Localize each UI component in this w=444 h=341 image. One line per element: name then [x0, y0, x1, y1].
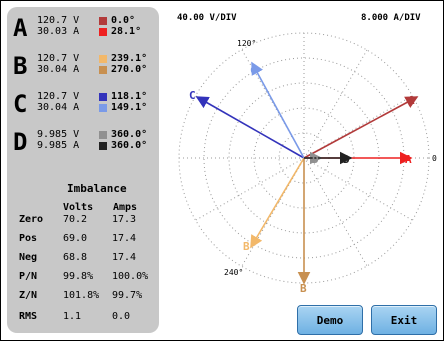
current-scale-label: 8.000 A/DIV — [361, 13, 421, 23]
vector-label-d-current: D — [343, 153, 350, 166]
vector-label-b-voltage: B — [243, 240, 250, 253]
vector-label-b-current: B — [300, 282, 307, 295]
imbalance-label: P/N — [19, 271, 38, 282]
current-angle: 28.1° — [111, 26, 142, 37]
phase-voltage: 120.7 V — [37, 15, 80, 26]
phasor-c-current — [251, 61, 305, 159]
voltage-color-swatch — [99, 55, 107, 63]
imbalance-volts: 69.0 — [63, 233, 88, 244]
phase-letter: D — [13, 128, 27, 156]
phase-current: 30.03 A — [37, 26, 80, 37]
imbalance-amps: 99.7% — [112, 290, 143, 301]
current-color-swatch — [99, 28, 107, 36]
vector-label-a-voltage: A — [408, 94, 415, 107]
phase-letter: A — [13, 14, 27, 42]
imbalance-volts: 68.8 — [63, 252, 88, 263]
voltage-angle: 360.0° — [111, 129, 148, 140]
current-color-swatch — [99, 142, 107, 150]
imbalance-volts: 101.8% — [63, 290, 100, 301]
voltage-angle: 239.1° — [111, 53, 148, 64]
imbalance-amps: 100.0% — [112, 271, 149, 282]
phase-voltage: 120.7 V — [37, 91, 80, 102]
imbalance-amps: 17.3 — [112, 214, 137, 225]
demo-button[interactable]: Demo — [297, 305, 363, 335]
exit-button[interactable]: Exit — [371, 305, 437, 335]
phase-letter: B — [13, 52, 27, 80]
imbalance-amps: 0.0 — [112, 311, 131, 322]
phase-current: 30.04 A — [37, 64, 80, 75]
voltage-scale-label: 40.00 V/DIV — [177, 13, 237, 23]
phase-current: 30.04 A — [37, 102, 80, 113]
vector-label-c-voltage: C — [189, 89, 196, 102]
vector-label-a-current: A — [405, 153, 412, 166]
voltage-angle: 118.1° — [111, 91, 148, 102]
imbalance-label: Z/N — [19, 290, 38, 301]
imbalance-label: Pos — [19, 233, 38, 244]
phase-voltage: 9.985 V — [37, 129, 80, 140]
imbalance-volts: 99.8% — [63, 271, 94, 282]
angle-label-120: 120° — [237, 39, 256, 48]
voltage-color-swatch — [99, 93, 107, 101]
imbalance-amps: 17.4 — [112, 252, 137, 263]
imbalance-amps-header: Amps — [113, 202, 138, 213]
current-angle: 360.0° — [111, 140, 148, 151]
current-angle: 270.0° — [111, 64, 148, 75]
phasor-b-voltage — [250, 157, 305, 249]
current-color-swatch — [99, 66, 107, 74]
phasor-diagram: A A C C B B D D 120° 240° 0 — [178, 32, 437, 295]
voltage-color-swatch — [99, 17, 107, 25]
vector-label-c-current: C — [250, 64, 257, 77]
phase-letter: C — [13, 90, 27, 118]
angle-label-240: 240° — [224, 268, 243, 277]
imbalance-amps: 17.4 — [112, 233, 137, 244]
vector-label-d-voltage: D — [312, 153, 319, 166]
current-color-swatch — [99, 104, 107, 112]
imbalance-volts-header: Volts — [63, 202, 94, 213]
phase-current: 9.985 A — [37, 140, 80, 151]
phase-voltage: 120.7 V — [37, 53, 80, 64]
imbalance-label: Neg — [19, 252, 38, 263]
voltage-color-swatch — [99, 131, 107, 139]
current-angle: 149.1° — [111, 102, 148, 113]
phasor-a-voltage — [303, 96, 419, 159]
imbalance-label: RMS — [19, 311, 38, 322]
angle-label-0: 0 — [432, 154, 437, 163]
voltage-angle: 0.0° — [111, 15, 136, 26]
imbalance-label: Zero — [19, 214, 44, 225]
measurement-panel: A 120.7 V 30.03 A 0.0° 28.1° B 120.7 V 3… — [7, 7, 159, 333]
imbalance-volts: 70.2 — [63, 214, 88, 225]
phasor-c-voltage — [195, 96, 305, 159]
imbalance-title: Imbalance — [67, 182, 127, 195]
imbalance-volts: 1.1 — [63, 311, 82, 322]
